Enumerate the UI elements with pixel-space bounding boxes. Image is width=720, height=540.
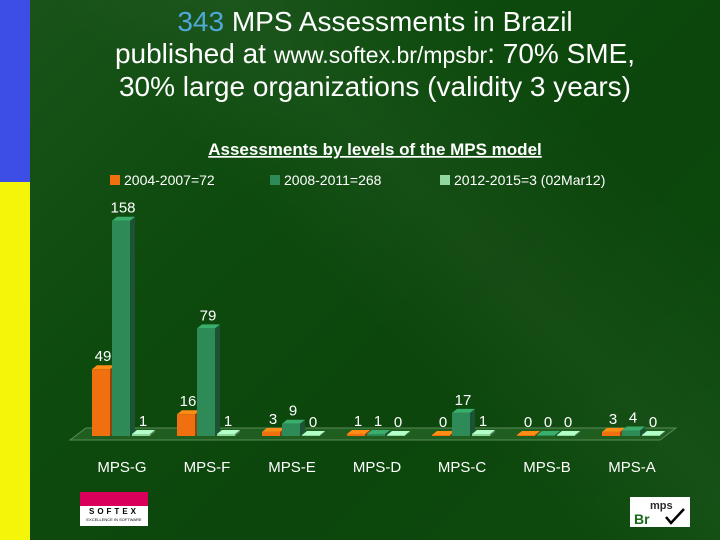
category-label-mps-c: MPS-C — [438, 459, 487, 476]
title-count: 343 — [177, 6, 225, 37]
mpsbr-logo-graphic: mps Br — [634, 500, 685, 527]
bar-mps-d-series-3 — [387, 431, 410, 436]
softex-logo: SOFTEX EXCELLENCE IN SOFTWARE — [80, 492, 148, 526]
bar-mps-g-series-3 — [132, 430, 155, 436]
bar-mps-g-series-1 — [92, 365, 115, 436]
category-label-mps-d: MPS-D — [353, 459, 402, 476]
bar-mps-f-series-3 — [217, 430, 240, 436]
title-text: MPS Assessments in Brazil — [231, 6, 573, 37]
bar-mps-b-series-2 — [537, 431, 560, 436]
yellow-side-stripe — [0, 182, 30, 540]
chart-category-labels: MPS-G MPS-F MPS-E MPS-D MPS-C MPS-B MPS-A — [97, 459, 655, 476]
bar-mps-a-series-2 — [622, 426, 645, 436]
title-published-text: published at — [114, 38, 274, 69]
data-label-mps-f-series-3: 1 — [224, 413, 232, 430]
data-label-mps-a-series-1: 3 — [609, 411, 617, 428]
category-label-mps-g: MPS-G — [97, 459, 146, 476]
softex-logo-tagline: EXCELLENCE IN SOFTWARE — [86, 517, 142, 522]
bar-mps-d-series-2 — [367, 430, 390, 436]
mpsbr-logo: mps Br — [630, 497, 690, 527]
bar-mps-b-series-1 — [517, 431, 540, 436]
bar-mps-c-series-2 — [452, 408, 475, 436]
title-sme-text: : 70% SME, — [487, 38, 636, 69]
category-label-mps-e: MPS-E — [268, 459, 316, 476]
legend-swatch-3 — [440, 175, 450, 185]
data-label-mps-a-series-2: 4 — [629, 410, 637, 427]
bar-mps-e-series-2 — [282, 419, 305, 436]
title-line-3: 30% large organizations (validity 3 year… — [118, 71, 632, 102]
chart-legend: 2004-2007=72 2008-2011=268 2012-2015=3 (02… — [110, 172, 605, 188]
legend-label-2: 2008-2011=268 — [284, 172, 382, 188]
data-label-mps-g-series-3: 1 — [139, 413, 147, 430]
data-label-mps-b-series-3: 0 — [564, 414, 572, 431]
bar-mps-c-series-3 — [472, 430, 495, 436]
data-label-mps-g-series-1: 49 — [95, 348, 112, 365]
title-line-1: 343 MPS Assessments in Brazil — [40, 6, 710, 38]
data-label-mps-a-series-3: 0 — [649, 414, 657, 431]
data-label-mps-c-series-1: 0 — [439, 414, 447, 431]
chart-bars — [92, 216, 665, 436]
data-label-mps-e-series-2: 9 — [289, 403, 297, 420]
title-line-2: published at www.softex.br/mpsbr: 70% SM… — [40, 38, 710, 71]
data-label-mps-d-series-3: 0 — [394, 414, 402, 431]
mpsbr-logo-sub: Br — [634, 511, 650, 527]
category-label-mps-a: MPS-A — [608, 459, 656, 476]
legend-swatch-1 — [110, 175, 120, 185]
category-label-mps-f: MPS-F — [184, 459, 231, 476]
data-label-mps-e-series-1: 3 — [269, 411, 277, 428]
legend-label-1: 2004-2007=72 — [124, 172, 215, 188]
data-label-mps-f-series-2: 79 — [200, 307, 217, 324]
data-label-mps-e-series-3: 0 — [309, 414, 317, 431]
data-label-mps-d-series-2: 1 — [374, 413, 382, 430]
data-label-mps-b-series-1: 0 — [524, 414, 532, 431]
bar-mps-f-series-1 — [177, 410, 200, 436]
data-label-mps-f-series-1: 16 — [180, 393, 197, 410]
blue-side-stripe — [0, 0, 30, 182]
data-label-mps-b-series-2: 0 — [544, 414, 552, 431]
bar-mps-g-series-2 — [112, 216, 135, 436]
softex-logo-band — [80, 492, 148, 506]
slide-title: 343 MPS Assessments in Brazil published … — [40, 6, 710, 103]
data-label-mps-c-series-2: 17 — [455, 392, 472, 409]
checkmark-icon — [665, 508, 685, 525]
slide-background — [30, 0, 720, 540]
bar-mps-f-series-2 — [197, 324, 220, 436]
bar-mps-d-series-1 — [347, 430, 370, 436]
data-label-mps-g-series-2: 158 — [110, 200, 135, 217]
title-url: www.softex.br/mpsbr — [273, 42, 488, 68]
bar-mps-e-series-3 — [302, 431, 325, 436]
data-label-mps-c-series-3: 1 — [479, 413, 487, 430]
category-label-mps-b: MPS-B — [523, 459, 571, 476]
data-label-mps-d-series-1: 1 — [354, 413, 362, 430]
chart-title: Assessments by levels of the MPS model — [208, 140, 542, 159]
bar-mps-b-series-3 — [557, 431, 580, 436]
mpsbr-logo-word: mps — [650, 500, 673, 512]
bar-mps-a-series-3 — [642, 431, 665, 436]
legend-label-3: 2012-2015=3 (02Mar12) — [454, 172, 605, 188]
softex-logo-word: SOFTEX — [88, 507, 139, 516]
legend-swatch-2 — [270, 175, 280, 185]
